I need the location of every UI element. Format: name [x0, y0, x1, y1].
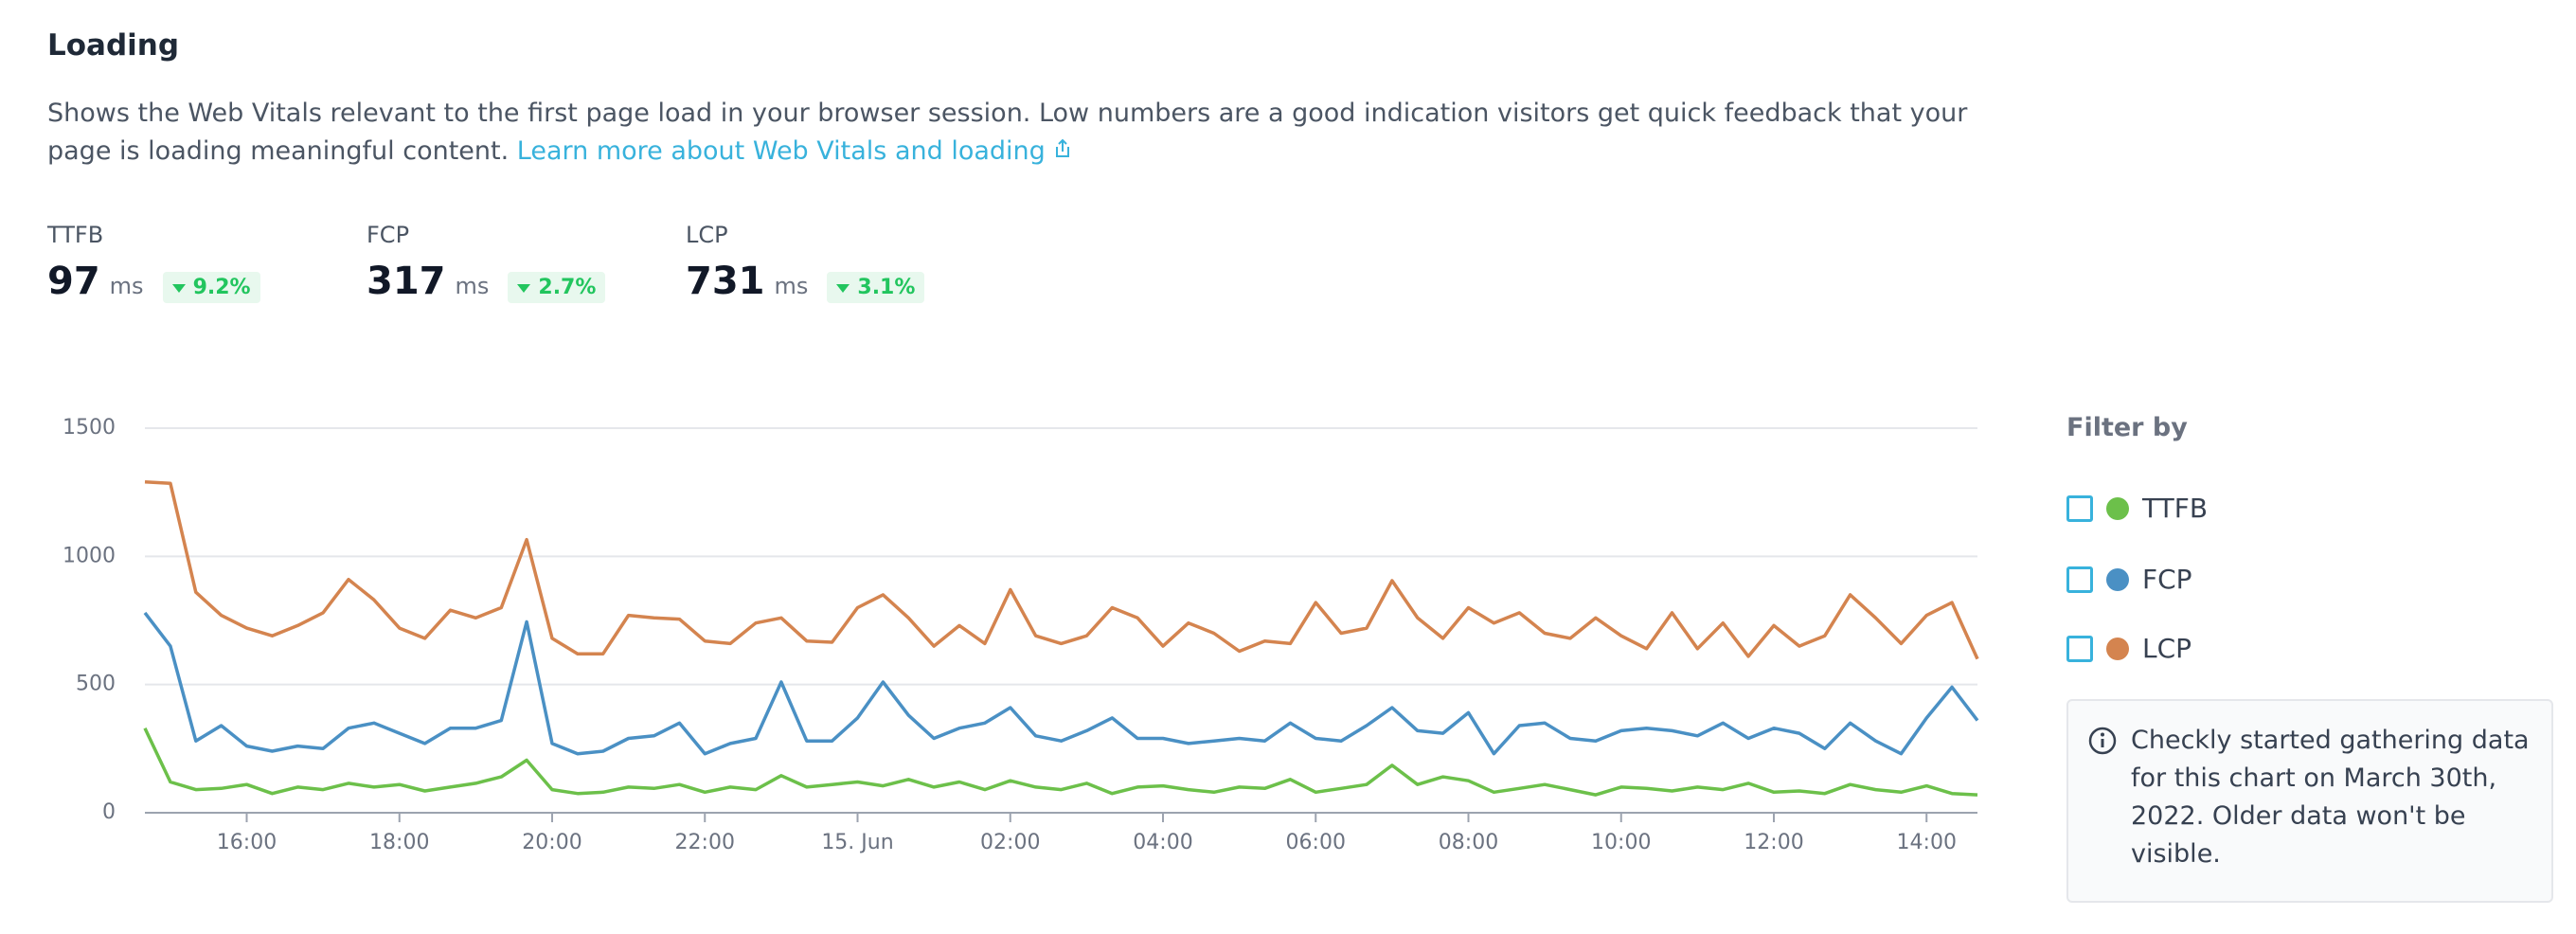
description-text: Shows the Web Vitals relevant to the fir…: [47, 99, 1968, 166]
x-tick-label: 08:00: [1439, 831, 1498, 854]
x-tick-label: 06:00: [1286, 831, 1346, 854]
down-arrow: [836, 284, 850, 293]
y-tick-label: 500: [76, 673, 116, 696]
metric: FCP 317 ms 2.7%: [367, 222, 606, 303]
x-tick-label: 22:00: [675, 831, 735, 854]
notice: Checkly started gathering data for this …: [2066, 699, 2553, 903]
metric-value: 97: [47, 260, 100, 303]
metric-row: 317 ms 2.7%: [367, 260, 606, 303]
metric-value: 317: [367, 260, 446, 303]
x-tick-label: 10:00: [1591, 831, 1651, 854]
chart: 0 500 1000 1500 16:00 18:00 20:00 22:00 15. Jun 0…: [63, 416, 1979, 854]
metric-label: TTFB: [47, 222, 104, 248]
down-arrow: [171, 284, 186, 293]
series-line: [143, 611, 1979, 756]
metric-row: 731 ms 3.1%: [686, 260, 925, 303]
y-tick-label: 0: [102, 800, 116, 824]
series-line: [143, 727, 1978, 797]
change-text: 3.1%: [857, 276, 916, 299]
x-tick-label: 20:00: [522, 831, 581, 854]
legend-label[interactable]: LCP: [2142, 633, 2192, 664]
description: Shows the Web Vitals relevant to the fir…: [47, 95, 1979, 171]
y-tick-label: 1000: [63, 544, 116, 567]
legend-label[interactable]: TTFB: [2142, 493, 2209, 524]
x-tick-label: 15. Jun: [821, 831, 893, 854]
legend-dot: [2106, 637, 2129, 660]
metric-label: LCP: [686, 222, 728, 248]
external-icon[interactable]: [1053, 138, 1072, 159]
metric-unit: ms: [774, 273, 809, 299]
legend-dot: [2106, 496, 2129, 520]
metric-label: FCP: [367, 222, 410, 248]
metric-value: 731: [686, 260, 765, 303]
metric-change: 2.7%: [508, 272, 606, 303]
change-text: 2.7%: [538, 276, 597, 299]
link-text[interactable]: Learn more about Web Vitals and loading: [516, 136, 1046, 166]
metric: TTFB 97 ms 9.2%: [47, 222, 260, 303]
x-tick-label: 04:00: [1133, 831, 1192, 854]
y-tick-label: 1500: [63, 416, 116, 440]
checkbox[interactable]: [2066, 494, 2093, 522]
learn-more-link[interactable]: Learn more about Web Vitals and loading: [517, 136, 1073, 166]
metric: LCP 731 ms 3.1%: [686, 222, 925, 303]
filter-option[interactable]: FCP: [2066, 564, 2192, 595]
info-icon: [2088, 727, 2117, 755]
metric-change: 9.2%: [162, 272, 260, 303]
checkbox[interactable]: [2066, 566, 2093, 593]
x-tick-label: 02:00: [980, 831, 1040, 854]
filter-option[interactable]: LCP: [2066, 633, 2191, 664]
down-arrow: [517, 284, 531, 293]
metric-unit: ms: [455, 273, 490, 299]
section-title: Loading: [47, 28, 180, 63]
x-tick-label: 12:00: [1744, 831, 1803, 854]
notice-text: Checkly started gathering data for this …: [2131, 726, 2530, 869]
filter-title: Filter by: [2066, 413, 2188, 442]
x-tick-label: 14:00: [1897, 831, 1957, 854]
metric-unit: ms: [109, 273, 144, 299]
metric-row: 97 ms 9.2%: [47, 260, 260, 303]
metric-change: 3.1%: [827, 272, 925, 303]
checkbox[interactable]: [2066, 635, 2093, 662]
change-text: 9.2%: [192, 276, 251, 299]
x-tick-label: 18:00: [369, 831, 429, 854]
legend-dot: [2106, 567, 2129, 591]
legend-label[interactable]: FCP: [2142, 564, 2192, 595]
series-line: [144, 480, 1979, 660]
x-tick-label: 16:00: [217, 831, 277, 854]
filter-option[interactable]: TTFB: [2066, 493, 2208, 524]
